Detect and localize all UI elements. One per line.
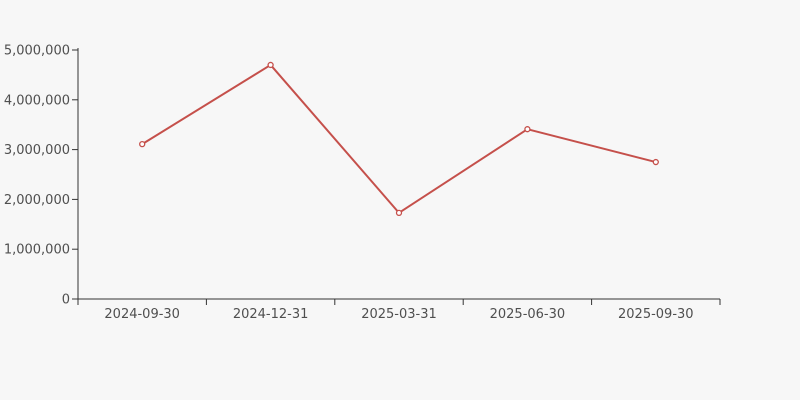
x-axis-tick-label: 2025-06-30 <box>490 307 566 322</box>
data-point-marker[interactable] <box>524 126 531 133</box>
x-axis-tick-label: 2024-12-31 <box>233 307 309 322</box>
y-axis-tick-label: 1,000,000 <box>4 243 70 258</box>
x-axis-tick-label: 2024-09-30 <box>104 307 180 322</box>
y-axis-tick-label: 0 <box>62 293 70 308</box>
data-point-marker[interactable] <box>652 158 659 166</box>
x-axis-tick-label: 2025-03-31 <box>361 307 437 322</box>
data-point-marker[interactable] <box>395 209 403 216</box>
data-point-marker[interactable] <box>267 61 274 69</box>
data-point-marker[interactable] <box>139 140 146 148</box>
y-axis-tick-label: 4,000,000 <box>4 93 70 108</box>
x-axis-tick-label: 2025-09-30 <box>618 307 694 322</box>
y-axis-tick-label: 2,000,000 <box>4 193 70 208</box>
y-axis-tick-label: 5,000,000 <box>4 44 70 59</box>
y-axis-tick-label: 3,000,000 <box>4 143 70 158</box>
